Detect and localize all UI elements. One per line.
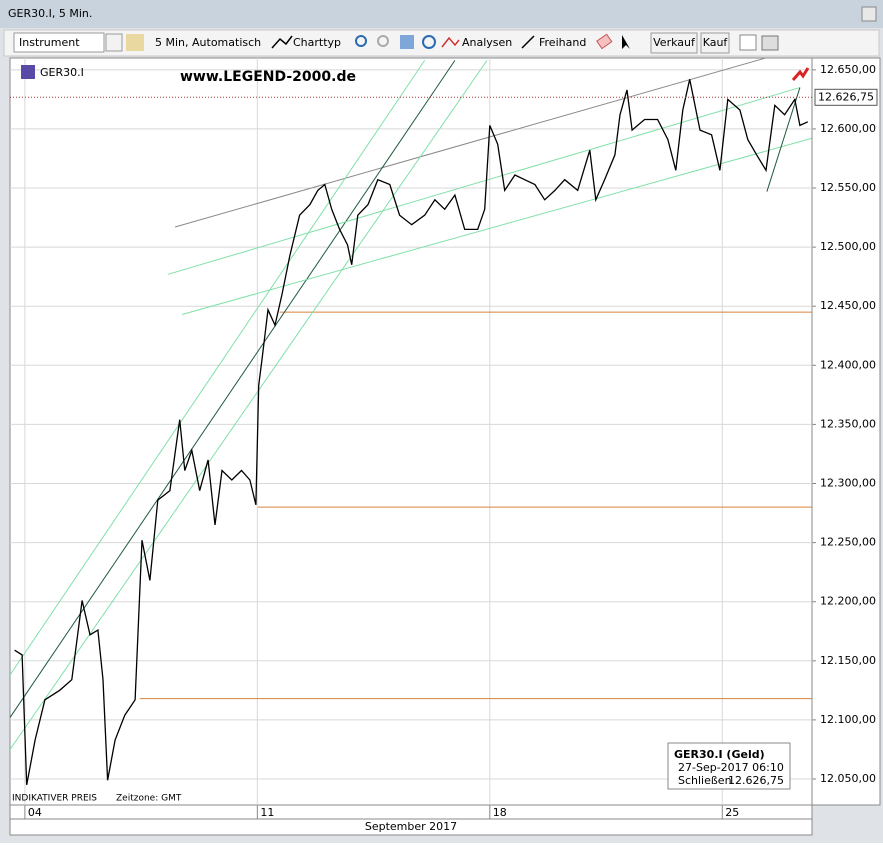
title-bar — [0, 0, 883, 28]
last-price-label: 12.626,75 — [818, 90, 874, 103]
symbol-icon — [21, 65, 35, 79]
info-box — [667, 742, 791, 790]
y-tick-label: 12.600,00 — [820, 122, 876, 135]
refresh-button[interactable] — [422, 35, 436, 49]
y-tick-label: 12.350,00 — [820, 417, 876, 430]
y-tick-label: 12.150,00 — [820, 654, 876, 667]
watermark: www.LEGEND-2000.de — [180, 69, 356, 85]
zoom-out-button[interactable] — [377, 35, 389, 47]
x-tick-label: 04 — [28, 806, 42, 819]
sell-label: Verkauf — [653, 36, 696, 49]
instrument-list-button[interactable] — [105, 33, 123, 52]
chart-window-button[interactable] — [739, 34, 757, 51]
info-close-label: Schließen — [678, 774, 732, 787]
analyses-icon — [441, 36, 460, 48]
chart-type-menu[interactable]: Charttyp — [293, 36, 341, 49]
info-time: 27-Sep-2017 06:10 — [678, 761, 784, 774]
month-axis — [9, 818, 813, 836]
window-title: GER30.I, 5 Min. — [8, 7, 92, 20]
trend-line — [181, 137, 812, 315]
timezone-note: Zeitzone: GMT — [116, 794, 182, 804]
info-title: GER30.I (Geld) — [674, 748, 765, 761]
x-tick-label: 25 — [725, 806, 739, 819]
buy-button[interactable] — [700, 32, 730, 54]
zoom-in-button[interactable] — [355, 35, 367, 47]
x-tick-label: 11 — [260, 806, 274, 819]
buy-label: Kauf — [703, 36, 729, 49]
time-axis — [9, 804, 813, 820]
freehand-icon — [521, 35, 535, 49]
trend-line — [10, 60, 426, 676]
y-tick-label: 12.050,00 — [820, 772, 876, 785]
interval-menu[interactable]: 5 Min, Automatisch — [155, 36, 261, 49]
footer-note: INDIKATIVER PREIS — [12, 794, 97, 804]
y-tick-label: 12.500,00 — [820, 240, 876, 253]
pointer-button[interactable] — [622, 35, 630, 49]
symbol-label[interactable]: GER30.I — [40, 66, 84, 79]
trend-line — [766, 87, 801, 192]
instrument-input[interactable] — [13, 32, 105, 53]
toolbar — [3, 29, 880, 57]
x-tick-label: 18 — [493, 806, 507, 819]
close-button[interactable] — [861, 6, 877, 22]
trend-line — [167, 87, 801, 275]
chart-type-icon — [271, 35, 293, 49]
plot-area — [9, 57, 813, 806]
y-tick-label: 12.400,00 — [820, 358, 876, 371]
price-line — [14, 79, 809, 786]
indicator-button[interactable] — [126, 34, 144, 51]
freehand-menu[interactable]: Freihand — [539, 36, 586, 49]
y-tick-label: 12.250,00 — [820, 536, 876, 549]
price-axis — [811, 57, 881, 806]
instrument-placeholder: Instrument — [19, 36, 80, 49]
y-tick-label: 12.450,00 — [820, 299, 876, 312]
eraser-button[interactable] — [596, 33, 613, 50]
y-tick-label: 12.650,00 — [820, 63, 876, 76]
y-tick-label: 12.300,00 — [820, 477, 876, 490]
last-price-box — [814, 88, 878, 106]
analyses-menu[interactable]: Analysen — [462, 36, 512, 49]
y-tick-label: 12.550,00 — [820, 181, 876, 194]
trend-line — [174, 58, 768, 228]
print-button[interactable] — [761, 35, 779, 51]
trend-arrow-icon — [791, 67, 810, 81]
fit-button[interactable] — [400, 35, 414, 49]
sell-button[interactable] — [650, 32, 698, 54]
y-tick-label: 12.200,00 — [820, 595, 876, 608]
info-close-value: 12.626,75 — [728, 774, 784, 787]
y-tick-label: 12.100,00 — [820, 713, 876, 726]
month-label: September 2017 — [365, 820, 457, 833]
